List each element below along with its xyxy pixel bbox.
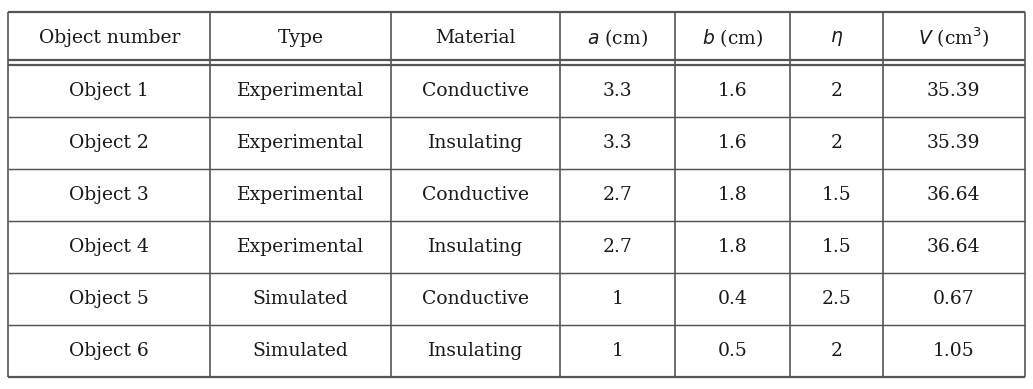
Text: 2.7: 2.7 [602,186,632,204]
Text: 0.67: 0.67 [933,290,974,308]
Text: 35.39: 35.39 [927,134,980,152]
Text: Experimental: Experimental [238,186,365,204]
Text: 35.39: 35.39 [927,82,980,100]
Text: 3.3: 3.3 [603,82,632,100]
Text: Object 4: Object 4 [69,238,150,256]
Text: Conductive: Conductive [422,82,529,100]
Text: Experimental: Experimental [238,82,365,100]
Text: Conductive: Conductive [422,186,529,204]
Text: $\eta$: $\eta$ [829,29,843,48]
Text: Type: Type [278,29,323,47]
Text: Simulated: Simulated [253,290,348,308]
Text: Simulated: Simulated [253,342,348,360]
Text: Conductive: Conductive [422,290,529,308]
Text: Experimental: Experimental [238,238,365,256]
Text: 0.5: 0.5 [718,342,747,360]
Text: Object 2: Object 2 [69,134,150,152]
Text: Object number: Object number [38,29,180,47]
Text: 2: 2 [831,82,842,100]
Text: Object 6: Object 6 [69,342,149,360]
Text: 36.64: 36.64 [927,238,980,256]
Text: Object 1: Object 1 [69,82,149,100]
Text: $b$ (cm): $b$ (cm) [701,27,763,49]
Text: 1.6: 1.6 [718,134,747,152]
Text: $V$ (cm$^3$): $V$ (cm$^3$) [918,26,990,50]
Text: Material: Material [435,29,515,47]
Text: 1.8: 1.8 [718,238,747,256]
Text: 2.7: 2.7 [602,238,632,256]
Text: Object 3: Object 3 [69,186,149,204]
Text: Insulating: Insulating [428,134,523,152]
Text: 2: 2 [831,342,842,360]
Text: Object 5: Object 5 [69,290,150,308]
Text: 3.3: 3.3 [603,134,632,152]
Text: Experimental: Experimental [238,134,365,152]
Text: Insulating: Insulating [428,238,523,256]
Text: 1.05: 1.05 [933,342,974,360]
Text: 36.64: 36.64 [927,186,980,204]
Text: 1.6: 1.6 [718,82,747,100]
Text: Insulating: Insulating [428,342,523,360]
Text: 1: 1 [612,290,624,308]
Text: 0.4: 0.4 [718,290,747,308]
Text: $a$ (cm): $a$ (cm) [587,27,648,49]
Text: 1.8: 1.8 [718,186,747,204]
Text: 1.5: 1.5 [821,238,851,256]
Text: 2.5: 2.5 [821,290,851,308]
Text: 1.5: 1.5 [821,186,851,204]
Text: 1: 1 [612,342,624,360]
Text: 2: 2 [831,134,842,152]
